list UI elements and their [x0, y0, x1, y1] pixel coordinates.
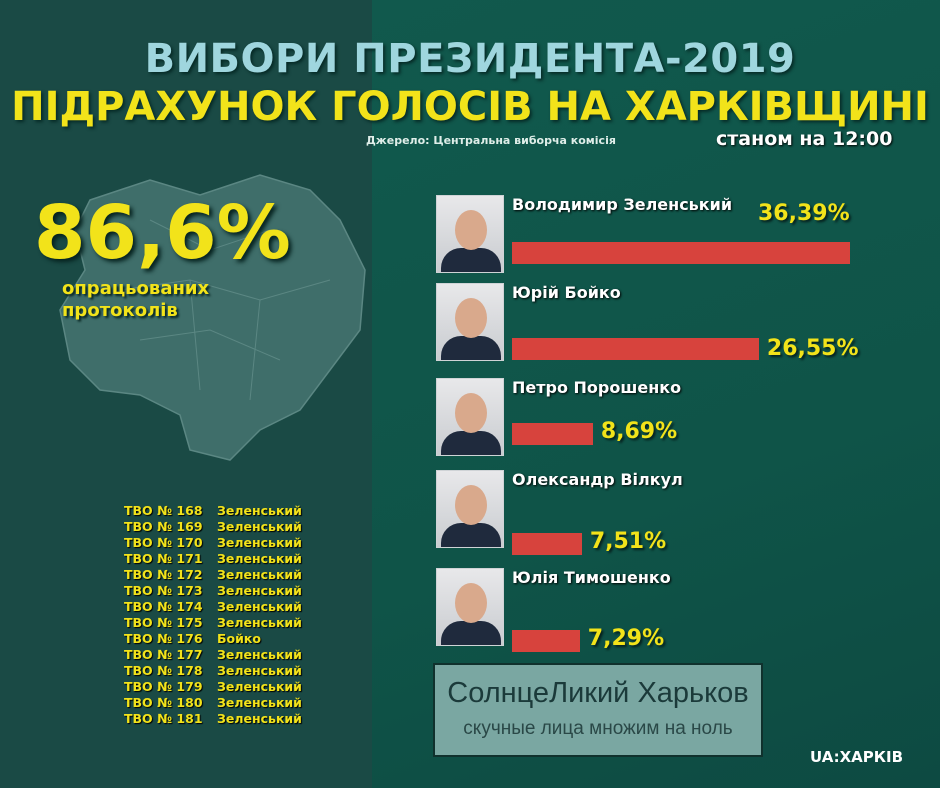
district-winner: Зеленський [217, 615, 302, 630]
district-winner: Зеленський [217, 647, 302, 662]
candidate-name: Володимир Зеленський [512, 195, 733, 214]
district-number: ТВО № 176 [124, 631, 203, 646]
district-row: ТВО № 169 Зеленський [124, 519, 302, 535]
district-winner: Зеленський [217, 583, 302, 598]
candidate-name: Петро Порошенко [512, 378, 682, 397]
district-number: ТВО № 170 [124, 535, 203, 550]
bar-value-label: 26,55% [766, 336, 859, 361]
title-line1: ВИБОРИ ПРЕЗИДЕНТА-2019 [144, 36, 796, 82]
candidate-row: Володимир Зеленський 36,39% [436, 195, 916, 275]
timestamp: станом на 12:00 [716, 128, 893, 150]
bar [512, 630, 580, 652]
candidate-name: Юрій Бойко [512, 283, 621, 302]
bar [512, 533, 582, 555]
district-winner: Зеленський [217, 711, 302, 726]
candidate-photo [436, 378, 504, 456]
candidate-photo [436, 283, 504, 361]
district-number: ТВО № 169 [124, 519, 203, 534]
district-number: ТВО № 171 [124, 551, 203, 566]
candidate-photo [436, 195, 504, 273]
district-number: ТВО № 174 [124, 599, 203, 614]
district-number: ТВО № 173 [124, 583, 203, 598]
processed-label-1: опрацьованих [62, 278, 210, 299]
candidate-row: Петро Порошенко 8,69% [436, 378, 916, 458]
district-row: ТВО № 178 Зеленський [124, 663, 302, 679]
district-winners-list: ТВО № 168 Зеленський ТВО № 169 Зеленський ТВ… [124, 503, 302, 727]
district-row: ТВО № 175 Зеленський [124, 615, 302, 631]
district-winner: Зеленський [217, 663, 302, 678]
district-row: ТВО № 173 Зеленський [124, 583, 302, 599]
district-winner: Зеленський [217, 599, 302, 614]
bar-value-label: 7,29% [587, 626, 665, 651]
district-number: ТВО № 180 [124, 695, 203, 710]
district-winner: Зеленський [217, 519, 302, 534]
district-row: ТВО № 172 Зеленський [124, 567, 302, 583]
district-number: ТВО № 175 [124, 615, 203, 630]
bar [512, 242, 851, 264]
district-number: ТВО № 178 [124, 663, 203, 678]
candidate-row: Олександр Вілкул 7,51% [436, 470, 916, 555]
bar-value-label: 7,51% [589, 529, 667, 554]
bar [512, 423, 593, 445]
watermark-title: СолнцеЛикий Харьков [447, 677, 749, 709]
processed-label-2: протоколів [62, 300, 178, 321]
bar-value-label: 36,39% [758, 201, 850, 226]
district-number: ТВО № 168 [124, 503, 203, 518]
candidate-row: Юлія Тимошенко 7,29% [436, 568, 916, 652]
district-row: ТВО № 181 Зеленський [124, 711, 302, 727]
district-winner: Зеленський [217, 567, 302, 582]
district-number: ТВО № 177 [124, 647, 203, 662]
bar-value-label: 8,69% [600, 419, 678, 444]
source-note: Джерело: Центральна виборча комісія [366, 134, 616, 147]
candidate-row: Юрій Бойко 26,55% [436, 283, 916, 363]
district-winner: Зеленський [217, 503, 302, 518]
kharkiv-region-map [59, 174, 366, 461]
district-winner: Зеленський [217, 551, 302, 566]
district-number: ТВО № 179 [124, 679, 203, 694]
processed-percent: 86,6% [34, 190, 291, 276]
ua-kharkiv-logo: UA:ХАРКІВ [810, 748, 904, 766]
district-number: ТВО № 181 [124, 711, 203, 726]
district-winner: Зеленський [217, 679, 302, 694]
watermark-subtitle: скучные лица множим на ноль [463, 718, 733, 739]
district-row: ТВО № 177 Зеленський [124, 647, 302, 663]
watermark: СолнцеЛикий Харьков скучные лица множим … [433, 663, 763, 757]
district-row: ТВО № 171 Зеленський [124, 551, 302, 567]
district-number: ТВО № 172 [124, 567, 203, 582]
candidate-photo [436, 470, 504, 548]
district-row: ТВО № 176 Бойко [124, 631, 302, 647]
bar [512, 338, 759, 360]
district-winner: Бойко [217, 631, 261, 646]
district-row: ТВО № 179 Зеленський [124, 679, 302, 695]
district-row: ТВО № 174 Зеленський [124, 599, 302, 615]
candidate-name: Юлія Тимошенко [512, 568, 671, 587]
candidate-photo [436, 568, 504, 646]
district-row: ТВО № 168 Зеленський [124, 503, 302, 519]
candidate-name: Олександр Вілкул [512, 470, 683, 489]
processed-label: опрацьованих протоколів [62, 278, 209, 322]
district-row: ТВО № 180 Зеленський [124, 695, 302, 711]
title-line2: ПІДРАХУНОК ГОЛОСІВ НА ХАРКІВЩИНІ [11, 84, 929, 130]
district-winner: Зеленський [217, 535, 302, 550]
district-winner: Зеленський [217, 695, 302, 710]
district-row: ТВО № 170 Зеленський [124, 535, 302, 551]
